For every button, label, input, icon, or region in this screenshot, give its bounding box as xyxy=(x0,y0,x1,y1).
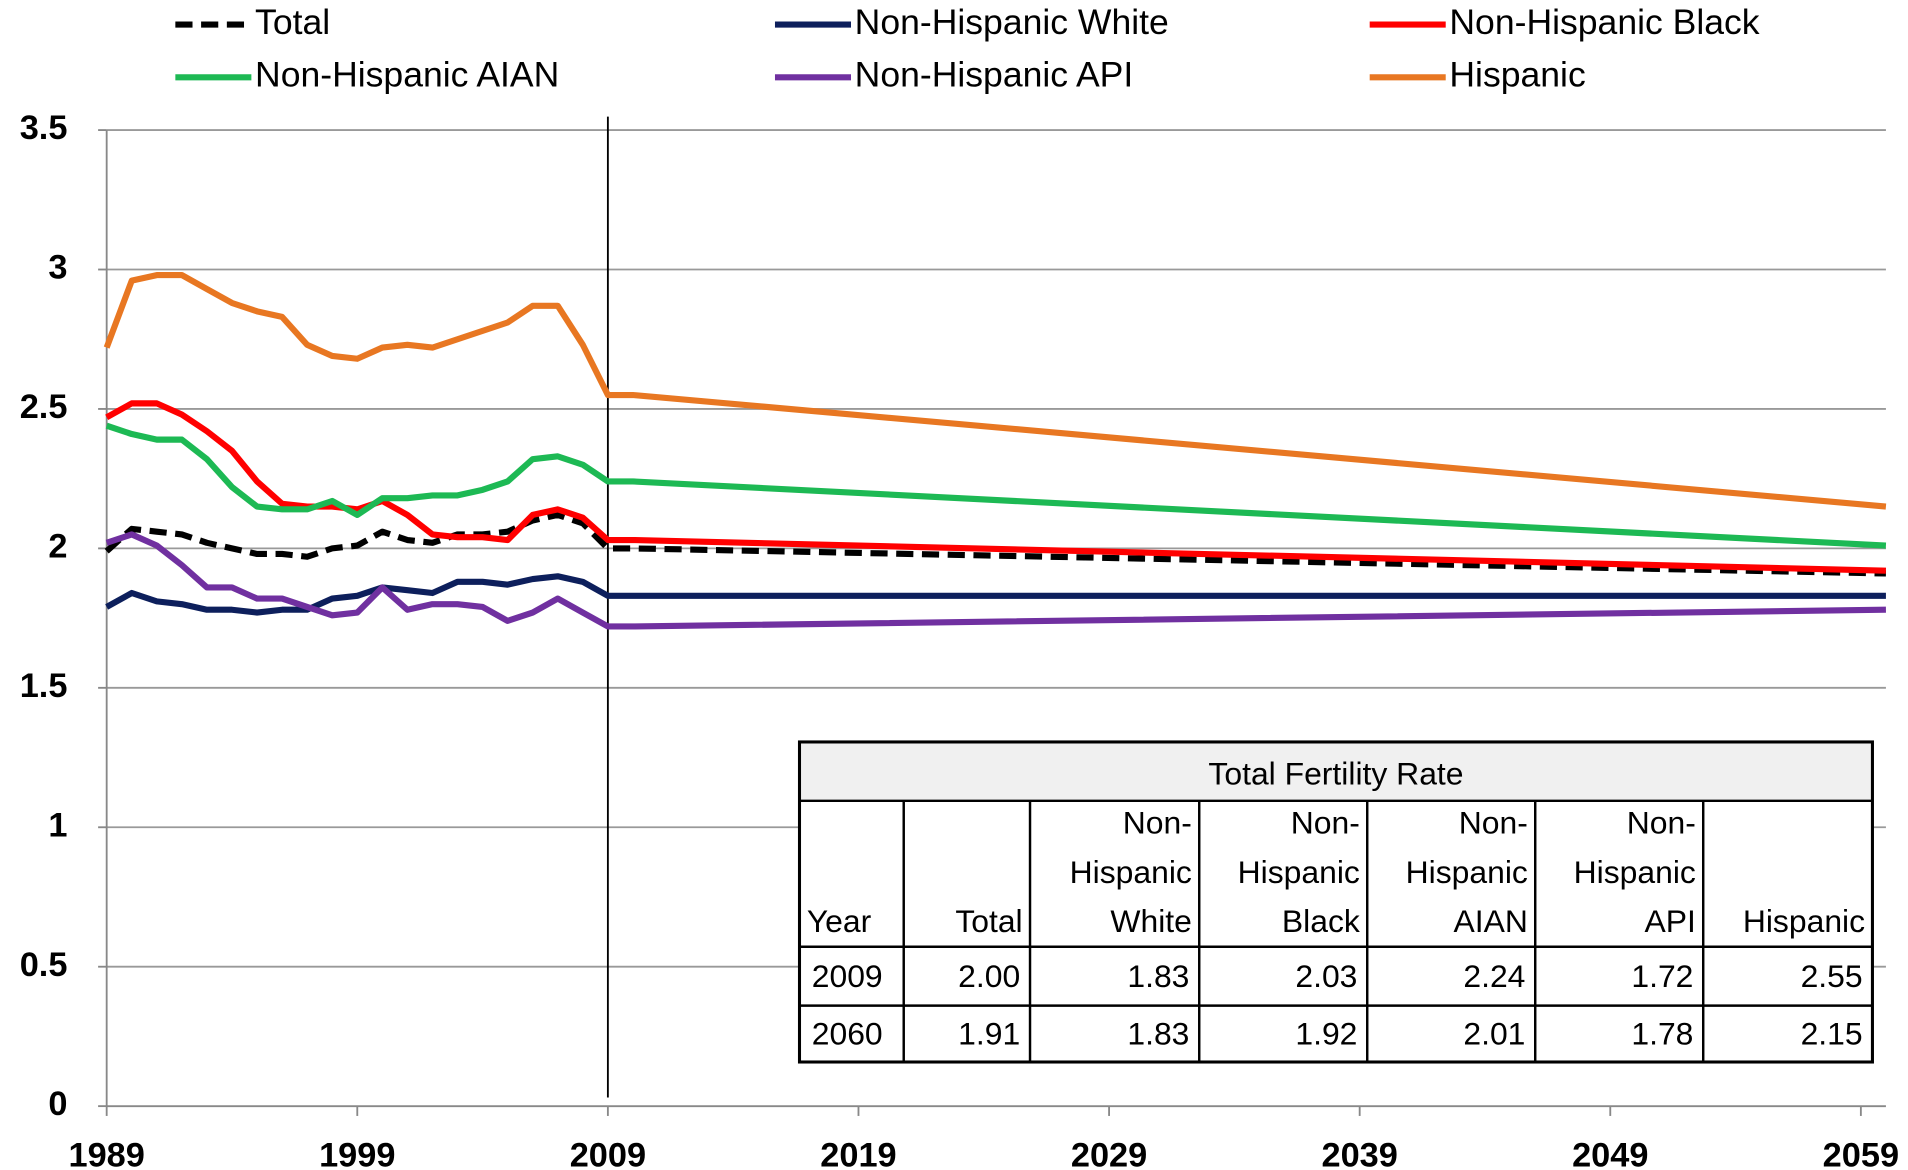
series-line xyxy=(105,422,1887,549)
table-cell: 2.00 xyxy=(958,958,1020,994)
y-tick-label: 0 xyxy=(48,1085,67,1123)
y-tick-label: 2.5 xyxy=(20,388,68,426)
table-cell: 2060 xyxy=(812,1016,883,1052)
table-header: Hispanic xyxy=(1574,854,1696,890)
table-title: Total Fertility Rate xyxy=(1208,756,1463,792)
table-header: Hispanic xyxy=(1238,854,1360,890)
x-tick-label: 2049 xyxy=(1572,1137,1648,1170)
table-header: Non- xyxy=(1291,805,1360,841)
y-tick-label: 2 xyxy=(48,527,67,565)
table-cell: 2.01 xyxy=(1463,1016,1525,1052)
table-header: Hispanic xyxy=(1406,854,1528,890)
y-tick-label: 3.5 xyxy=(20,109,68,147)
series-line xyxy=(103,272,1887,510)
table-header: Year xyxy=(807,903,872,939)
legend-label: Non-Hispanic AIAN xyxy=(255,55,559,95)
y-tick-label: 3 xyxy=(48,249,67,287)
table-header: API xyxy=(1644,903,1695,939)
legend-label: Total xyxy=(255,2,330,42)
table-header: Non- xyxy=(1123,805,1192,841)
legend-label: Non-Hispanic Black xyxy=(1449,2,1759,42)
x-tick-label: 2019 xyxy=(820,1137,896,1170)
y-tick-label: 0.5 xyxy=(20,946,68,984)
x-tick-label: 2009 xyxy=(570,1137,646,1170)
table-cell: 2.03 xyxy=(1295,958,1357,994)
legend-label: Hispanic xyxy=(1449,55,1585,95)
table-cell: 1.92 xyxy=(1295,1016,1357,1052)
table-cell: 2.15 xyxy=(1801,1016,1863,1052)
x-tick-label: 2059 xyxy=(1823,1137,1899,1170)
table-cell: 2009 xyxy=(812,958,883,994)
table-header: Black xyxy=(1282,903,1360,939)
legend-label: Non-Hispanic API xyxy=(855,55,1134,95)
legend-label: Non-Hispanic White xyxy=(855,2,1169,42)
table-header: Non- xyxy=(1459,805,1528,841)
table-cell: 2.24 xyxy=(1463,958,1525,994)
table-title-bg xyxy=(799,741,1873,801)
series-line xyxy=(105,531,1886,630)
y-tick-label: 1 xyxy=(48,806,67,844)
table-header: Hispanic xyxy=(1070,854,1192,890)
table-header: Hispanic xyxy=(1743,903,1865,939)
table-header: Non- xyxy=(1627,805,1696,841)
table-cell: 1.83 xyxy=(1127,1016,1189,1052)
table-cell: 1.78 xyxy=(1631,1016,1693,1052)
table-cell: 1.72 xyxy=(1631,958,1693,994)
table-border xyxy=(797,740,1874,1064)
y-tick-label: 1.5 xyxy=(20,667,68,705)
table-body-bg xyxy=(799,800,1873,1062)
x-tick-label: 1989 xyxy=(68,1137,144,1170)
x-tick-label: 1999 xyxy=(319,1137,395,1170)
table-cell: 2.55 xyxy=(1801,958,1863,994)
table-cell: 1.91 xyxy=(958,1016,1020,1052)
table-cell: 1.83 xyxy=(1127,958,1189,994)
table-header: AIAN xyxy=(1453,903,1527,939)
series-line xyxy=(104,511,1886,577)
table-header: Total xyxy=(955,903,1022,939)
x-tick-label: 2029 xyxy=(1071,1137,1147,1170)
table-header: White xyxy=(1110,903,1191,939)
x-tick-label: 2039 xyxy=(1321,1137,1397,1170)
